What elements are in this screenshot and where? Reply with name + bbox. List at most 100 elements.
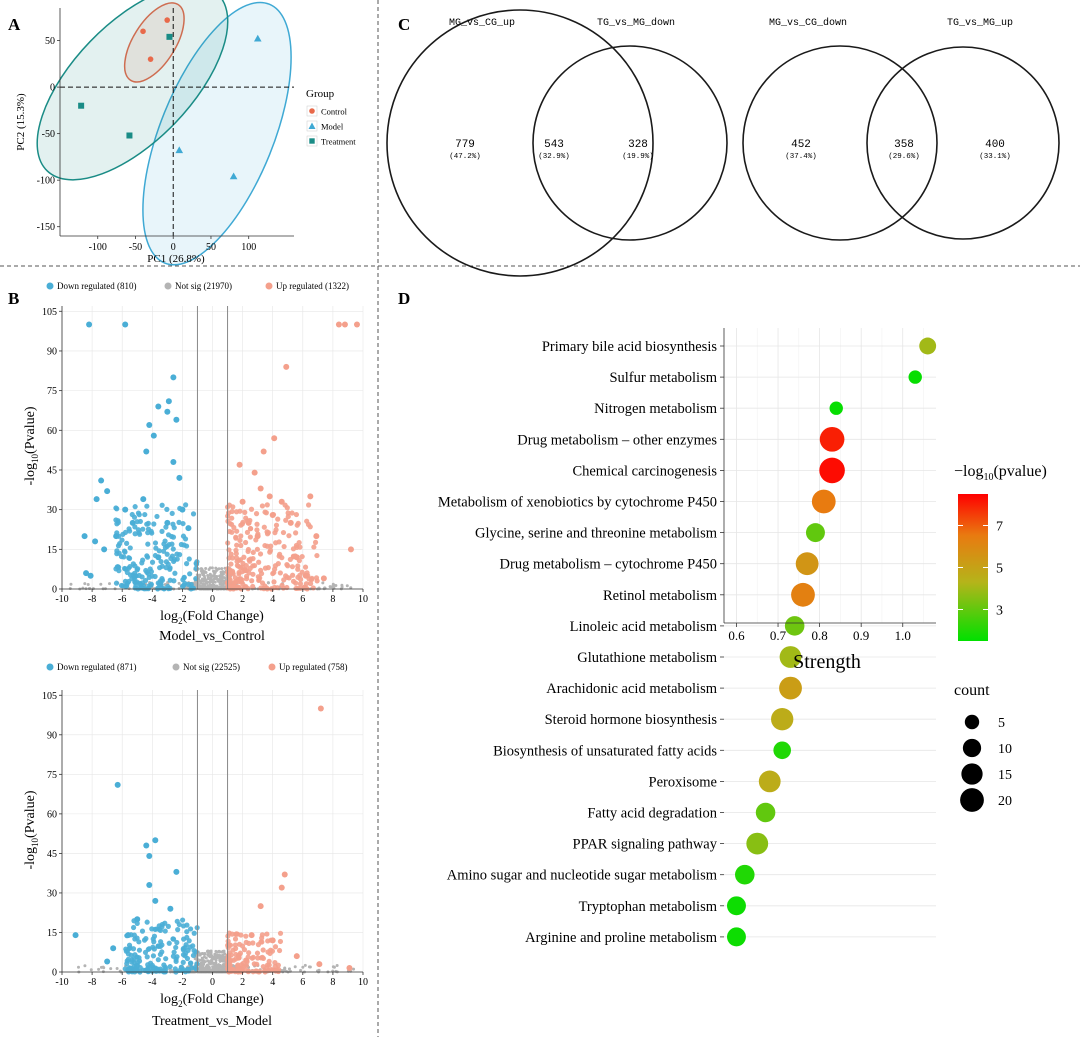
not-sig-point — [109, 967, 113, 971]
not-sig-point — [217, 964, 221, 968]
x-tick-label: 8 — [330, 977, 335, 988]
x-tick-label: 10 — [358, 977, 368, 988]
pathway-label: Linoleic acid metabolism — [570, 619, 718, 635]
y-tick-label: 45 — [47, 465, 57, 476]
not-sig-point — [293, 965, 297, 969]
down-point — [167, 905, 174, 912]
not-sig-point — [213, 952, 217, 956]
not-sig-point — [217, 949, 221, 953]
up-point — [228, 952, 234, 958]
down-point — [179, 506, 186, 513]
up-point — [243, 957, 249, 963]
y-tick-label: 30 — [47, 505, 57, 516]
up-point — [259, 954, 266, 961]
down-point — [149, 530, 155, 536]
not-sig-point — [177, 581, 181, 585]
down-point — [146, 946, 152, 952]
not-sig-point — [210, 954, 214, 958]
pathway-label: Amino sugar and nucleotide sugar metabol… — [447, 868, 718, 884]
not-sig-point — [209, 949, 213, 953]
not-sig-point — [207, 966, 211, 970]
down-point — [184, 934, 190, 941]
down-point — [178, 964, 184, 970]
pca-x-tick-label: 0 — [171, 242, 176, 253]
up-point — [239, 966, 245, 972]
up-point — [238, 542, 244, 549]
pathway-bubble — [771, 708, 794, 731]
not-sig-point — [308, 965, 312, 969]
up-point — [260, 448, 267, 455]
down-point — [182, 536, 189, 542]
not-sig-point — [208, 962, 212, 966]
up-point — [289, 564, 296, 570]
y-tick-label: 75 — [47, 770, 57, 781]
not-sig-point — [204, 956, 208, 960]
not-sig-point — [345, 584, 349, 588]
pca-points — [78, 17, 262, 180]
down-point — [144, 503, 150, 509]
not-sig-point — [218, 580, 222, 584]
down-point — [134, 916, 141, 923]
venn-count-overlap: 543 — [544, 139, 564, 151]
not-sig-point — [221, 572, 225, 576]
up-point — [277, 938, 284, 945]
up-point — [239, 498, 246, 505]
venn-set-label-right: TG_vs_MG_up — [947, 18, 1013, 29]
volcano-1-title: Model_vs_Control — [159, 629, 265, 644]
up-point — [314, 552, 320, 559]
pathway-bubble — [805, 523, 825, 543]
pathway-bubble — [919, 337, 937, 355]
up-point — [247, 534, 253, 540]
down-point — [146, 882, 153, 889]
down-point — [145, 541, 151, 547]
volcano-2-y-axis-label: -log10(Pvalue) — [23, 790, 40, 869]
panel-letter-b: B — [8, 289, 19, 308]
not-sig-point — [214, 949, 218, 953]
volcano-2-panel: Down regulated (871) Not sig (22525) Up … — [23, 662, 368, 1029]
up-point — [254, 527, 260, 533]
up-point — [295, 566, 301, 572]
pathway-label: Metabolism of xenobiotics by cytochrome … — [438, 495, 717, 511]
up-point — [310, 585, 316, 591]
pca-ellipse-control — [123, 2, 185, 83]
up-point — [265, 938, 271, 944]
pca-y-tick-label: -100 — [37, 176, 55, 187]
down-point — [156, 548, 162, 554]
up-point — [281, 543, 287, 550]
up-point — [251, 562, 258, 569]
panel-letter-d: D — [398, 289, 410, 308]
not-sig-point — [213, 570, 217, 574]
not-sig-point — [69, 582, 73, 586]
up-point — [353, 321, 360, 328]
up-point — [311, 544, 317, 550]
pathway-bubble — [784, 616, 805, 636]
up-point — [229, 529, 235, 535]
triangle-marker-icon — [308, 122, 316, 129]
down-point — [125, 956, 131, 963]
down-point — [169, 541, 175, 547]
down-point — [148, 569, 155, 575]
pathway-label: PPAR signaling pathway — [573, 837, 718, 853]
pathway-label: Fatty acid degradation — [587, 806, 717, 822]
not-sig-point — [299, 968, 303, 972]
not-sig-point — [335, 963, 339, 967]
not-sig-point — [102, 966, 106, 970]
down-point — [162, 928, 168, 934]
y-tick-label: 0 — [52, 585, 57, 596]
up-point — [246, 570, 252, 576]
not-sig-point — [352, 967, 356, 971]
venn-pct-right: (33.1%) — [979, 153, 1011, 161]
down-point — [136, 939, 142, 945]
up-point — [254, 950, 261, 956]
down-point — [146, 422, 153, 429]
volcano-1-threshold-lines — [196, 306, 229, 589]
down-point — [187, 926, 194, 932]
x-tick-label: 10 — [358, 594, 368, 605]
down-point — [144, 521, 150, 527]
up-point — [257, 903, 264, 910]
up-point — [262, 509, 268, 515]
down-point — [152, 573, 158, 580]
up-point — [246, 950, 252, 956]
down-point — [165, 398, 172, 405]
